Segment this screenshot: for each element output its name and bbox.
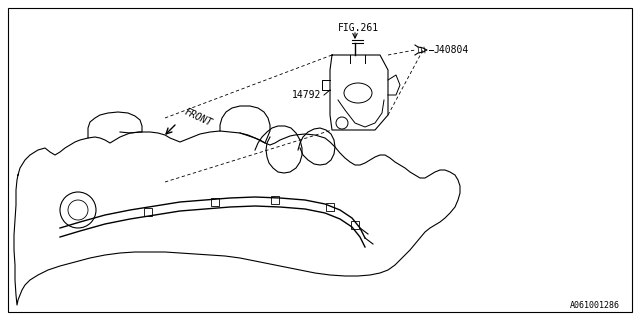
Bar — [326, 203, 334, 211]
Text: FRONT: FRONT — [183, 106, 214, 128]
Bar — [351, 221, 359, 229]
Circle shape — [336, 117, 348, 129]
Text: J40804: J40804 — [433, 45, 468, 55]
Text: A061001286: A061001286 — [570, 301, 620, 310]
Text: 14792: 14792 — [292, 90, 321, 100]
Circle shape — [60, 192, 96, 228]
Text: FIG.261: FIG.261 — [338, 23, 379, 33]
Circle shape — [68, 200, 88, 220]
Ellipse shape — [344, 83, 372, 103]
Bar — [144, 208, 152, 216]
Bar — [271, 196, 279, 204]
Bar — [211, 198, 219, 206]
